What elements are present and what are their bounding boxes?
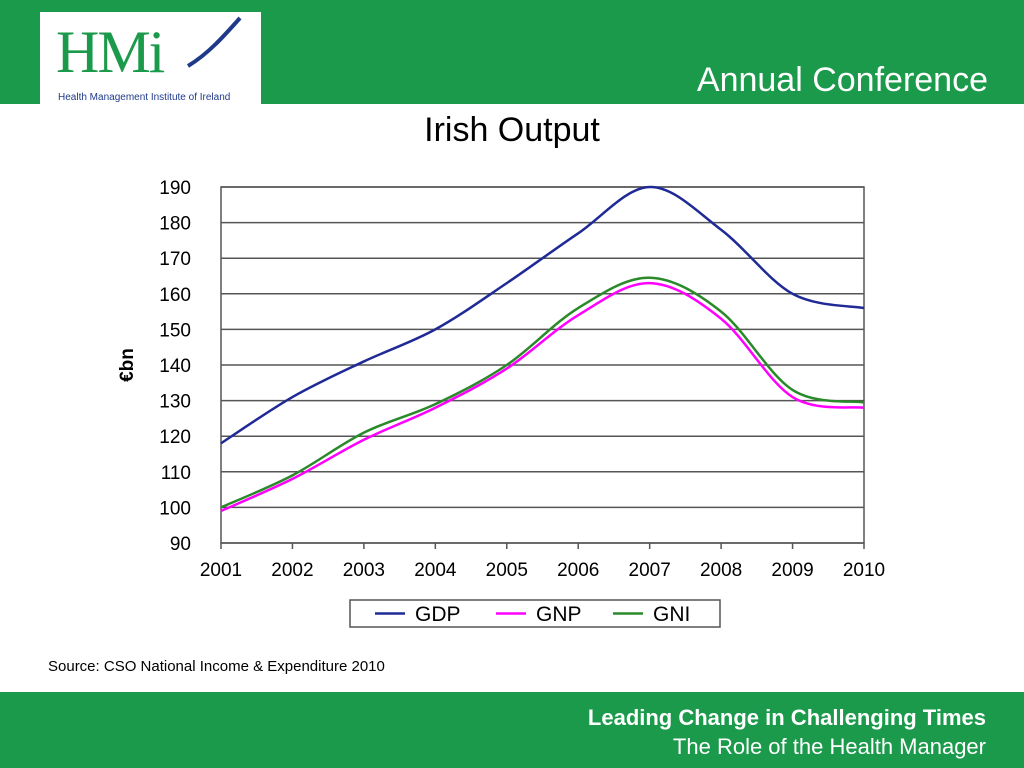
- output-line-chart: 90 100 110 120 130 140 150 160 170 180 190 2001 2002…: [117, 178, 885, 628]
- y-tick-label: 140: [159, 356, 191, 377]
- y-tick-label: 120: [159, 427, 191, 448]
- x-tick-label: 2008: [700, 560, 742, 581]
- y-tick-label: 150: [159, 320, 191, 341]
- x-tick-label: 2001: [200, 560, 242, 581]
- footer-subtitle: The Role of the Health Manager: [672, 734, 986, 759]
- y-tick-label: 170: [159, 249, 191, 270]
- y-tick-label: 190: [159, 178, 191, 199]
- y-tick-label: 110: [161, 463, 191, 484]
- slide-title: Irish Output: [424, 111, 600, 149]
- hmi-logo: HMi Health Management Institute of Irela…: [40, 12, 261, 105]
- y-tick-label: 130: [159, 392, 191, 413]
- series-line-gnp: [220, 281, 865, 513]
- logo-swash-icon: [186, 16, 242, 68]
- series-line-gni: [220, 276, 865, 509]
- source-note: Source: CSO National Income & Expenditur…: [48, 658, 385, 675]
- x-tick-label: 2010: [843, 560, 885, 581]
- footer-tagline: Leading Change in Challenging Times: [587, 705, 986, 730]
- x-tick-label: 2002: [271, 560, 313, 581]
- legend-label-gni: GNI: [653, 603, 690, 626]
- x-tick-label: 2004: [414, 560, 457, 581]
- y-tick-label: 90: [170, 534, 191, 555]
- x-tick-label: 2006: [557, 560, 599, 581]
- legend-label-gnp: GNP: [536, 603, 582, 626]
- logo-letters: HMi: [56, 19, 165, 85]
- x-tick-label: 2005: [486, 560, 528, 581]
- series-line-gdp: [220, 185, 865, 445]
- y-axis-label: €bn: [117, 348, 138, 382]
- legend-box: [349, 599, 721, 628]
- conference-title: Annual Conference: [696, 61, 988, 99]
- x-tick-label: 2009: [771, 560, 813, 581]
- legend-label-gdp: GDP: [415, 603, 461, 626]
- x-tick-label: 2003: [343, 560, 385, 581]
- footer-band: [0, 692, 1024, 768]
- x-tick-label: 2007: [629, 560, 671, 581]
- logo-subtitle: Health Management Institute of Ireland: [58, 92, 231, 103]
- y-tick-label: 160: [159, 285, 191, 306]
- y-tick-label: 100: [159, 498, 191, 519]
- y-tick-label: 180: [159, 214, 191, 235]
